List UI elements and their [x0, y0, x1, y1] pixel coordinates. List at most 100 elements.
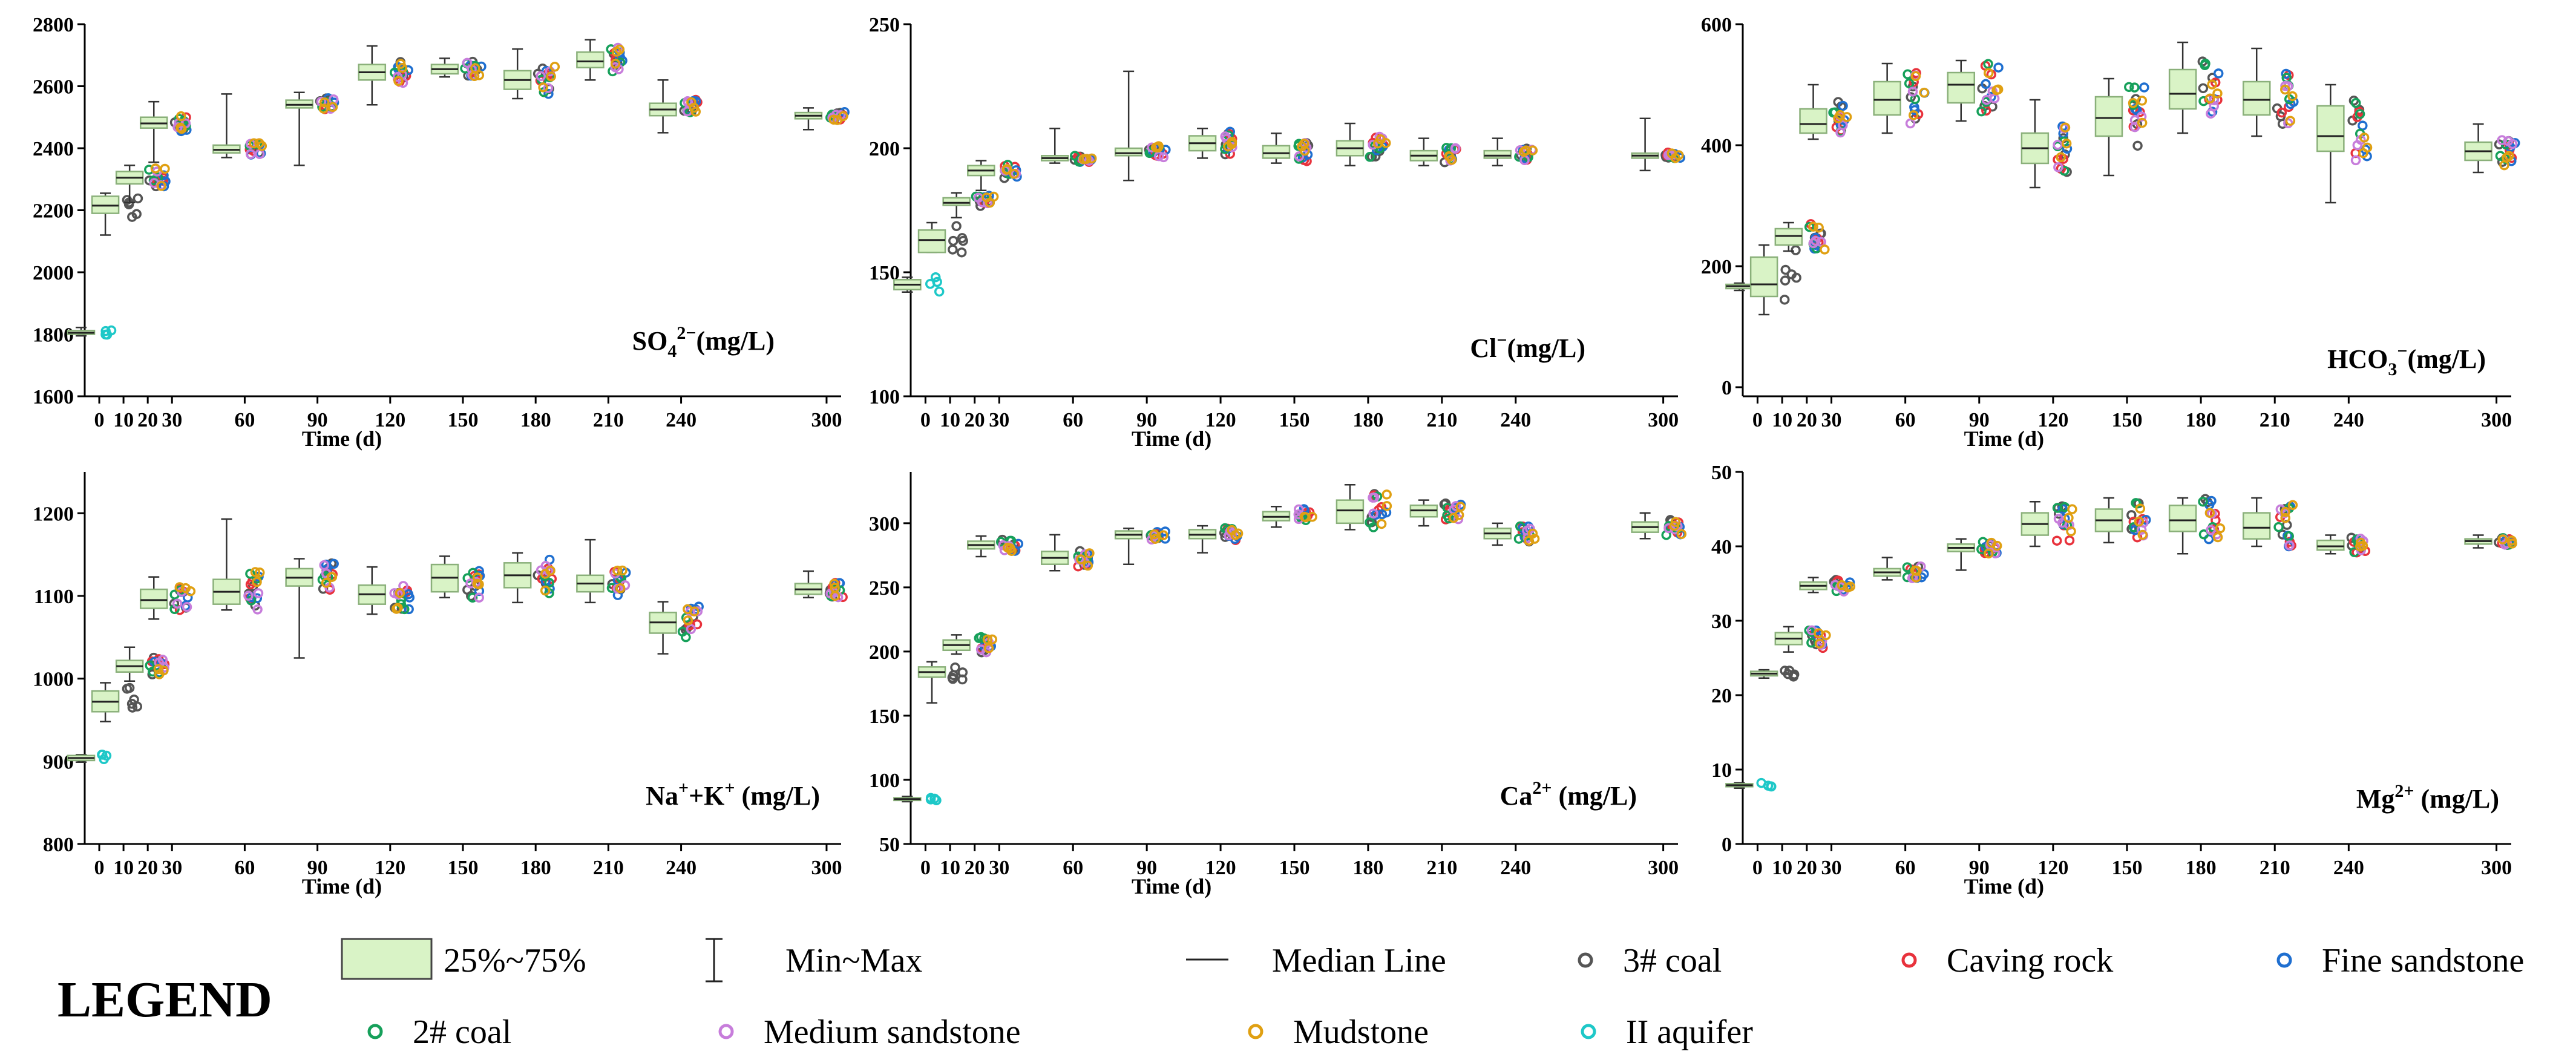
data-point [476, 61, 487, 72]
data-point [249, 138, 259, 148]
data-point [252, 604, 263, 615]
x-tick-label: 30 [989, 409, 1009, 431]
x-tick-label: 90 [307, 857, 328, 879]
y-tick-label: 200 [869, 641, 900, 664]
data-point [1149, 529, 1159, 540]
data-point [2060, 122, 2071, 133]
legend-label: Caving rock [1947, 942, 2113, 980]
y-tick-label: 0 [1722, 834, 1732, 856]
iqr-box [2094, 96, 2123, 137]
data-point [683, 615, 693, 626]
data-point [1904, 78, 1915, 89]
data-point [172, 598, 183, 609]
data-point [951, 221, 962, 231]
data-point [2352, 140, 2363, 151]
data-point [474, 579, 484, 590]
data-point [957, 233, 968, 243]
title-part: Na [646, 781, 678, 811]
data-point [2137, 96, 2148, 106]
data-point [395, 587, 405, 598]
x-tick-label: 0 [94, 857, 105, 879]
legend-label: Medium sandstone [764, 1013, 1021, 1051]
data-point [2284, 531, 2294, 541]
x-tick-label: 240 [666, 409, 696, 431]
data-point [925, 279, 936, 289]
iqr-box [1873, 80, 1901, 116]
data-point [1527, 145, 1538, 155]
legend-title: LEGEND [57, 972, 272, 1028]
data-point [180, 583, 191, 594]
x-tick-label: 30 [162, 409, 182, 431]
data-point [106, 325, 117, 336]
legend-marker [1901, 952, 1917, 968]
title-part: − [1496, 330, 1507, 350]
title-part: Cl [1470, 333, 1496, 363]
data-point [1905, 118, 1916, 129]
data-point [677, 626, 688, 637]
data-point [467, 592, 478, 603]
data-point [2507, 538, 2517, 549]
data-point [1375, 134, 1386, 145]
iqr-box [2168, 505, 2197, 532]
iqr-box [139, 588, 168, 609]
data-point [2497, 534, 2508, 545]
x-axis-title: Time (d) [302, 874, 382, 898]
data-point [828, 114, 839, 125]
x-tick-label: 20 [137, 409, 158, 431]
data-point [1983, 59, 1993, 70]
data-point [1838, 100, 1848, 111]
data-point [1083, 560, 1093, 571]
panel-ca: 50 100 150 200 250 300 0 10 20 30 60 90 120 150 180 210… [869, 472, 1687, 898]
title-part: + [678, 778, 689, 798]
data-point [1808, 238, 1819, 249]
iqr-box [2242, 512, 2271, 540]
y-tick-label: 2600 [33, 76, 74, 99]
data-point [925, 793, 936, 803]
x-tick-label: 90 [1969, 857, 1990, 879]
x-tick-label: 0 [1752, 409, 1763, 431]
data-point [689, 606, 700, 617]
data-point [686, 97, 696, 108]
data-point [1220, 131, 1231, 142]
data-point [1667, 148, 1677, 159]
x-tick-label: 0 [94, 409, 105, 431]
data-point [1158, 530, 1168, 540]
data-point [1529, 534, 1540, 544]
data-point [2280, 506, 2291, 517]
y-tick-label: 2200 [33, 200, 74, 223]
data-point [97, 750, 107, 760]
x-tick-label: 150 [1279, 409, 1310, 431]
iqr-box [1947, 71, 1976, 104]
x-tick-label: 240 [2333, 409, 2364, 431]
data-point [2280, 80, 2290, 91]
data-point [131, 209, 142, 219]
data-point [1791, 245, 1801, 255]
iqr-box [2316, 539, 2345, 551]
data-point [957, 667, 968, 678]
data-point [1365, 517, 1375, 528]
y-tick-label: 30 [1711, 610, 1732, 633]
title-part: 2+ [1532, 778, 1552, 798]
data-point [2053, 162, 2063, 172]
data-point [544, 577, 554, 588]
x-tick-label: 150 [2112, 409, 2143, 431]
data-point [1814, 638, 1825, 649]
x-tick-label: 300 [1648, 857, 1679, 879]
data-point [127, 702, 138, 713]
iqr-box [2168, 68, 2197, 110]
title-part: 2+ [2394, 781, 2414, 801]
data-point [2139, 82, 2149, 93]
y-tick-label: 1100 [34, 586, 74, 608]
x-tick-label: 180 [520, 409, 551, 431]
x-tick-label: 240 [1500, 409, 1531, 431]
data-point [2355, 109, 2365, 119]
legend-marker [367, 1024, 383, 1039]
x-tick-label: 60 [234, 857, 255, 879]
data-point [1076, 554, 1086, 564]
data-point [1223, 141, 1233, 152]
data-point [2204, 508, 2215, 518]
data-point [160, 163, 170, 174]
data-point [983, 643, 994, 653]
data-point [1907, 87, 1918, 97]
